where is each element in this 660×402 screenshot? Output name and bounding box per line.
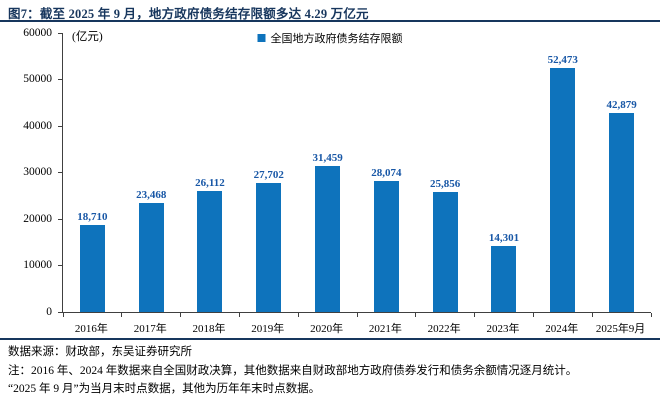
bar-group: 25,856	[416, 33, 475, 312]
bar	[138, 202, 164, 312]
x-axis-label: 2021年	[368, 323, 402, 335]
legend-label: 全国地方政府债务结存限额	[270, 33, 403, 45]
x-axis-label: 2018年	[192, 323, 226, 335]
bar-chart: (亿元) 全国地方政府债务结存限额 0 10000 20000 30000 40000 5…	[0, 24, 660, 336]
x-tick-mark	[532, 313, 534, 317]
x-tick-mark	[591, 313, 593, 317]
y-axis-unit-label: (亿元)	[72, 31, 103, 43]
y-tick-mark	[58, 172, 62, 173]
bar-group: 14,301	[475, 33, 534, 312]
bar	[197, 190, 223, 312]
x-tick-mark	[356, 313, 358, 317]
bar	[79, 225, 105, 312]
plot-area: 18,710 23,468 26,112 27,702 31,459 28,074 25,8…	[58, 32, 652, 317]
y-tick-label: 60000	[23, 26, 52, 39]
y-tick-label: 50000	[23, 72, 52, 85]
y-tick-mark	[58, 218, 62, 220]
bar-group: 23,468	[122, 33, 181, 312]
y-tick-mark	[58, 311, 62, 313]
figure-title: 图7：截至 2025 年 9 月，地方政府债务结存限额多达 4.29 万亿元	[8, 7, 369, 21]
y-tick-label: 0	[46, 305, 52, 318]
x-tick-mark	[474, 313, 476, 317]
x-tick-mark	[121, 313, 123, 317]
x-axis-label: 2020年	[310, 323, 344, 335]
bar-value-label: 26,112	[195, 176, 225, 189]
bar-group: 18,710	[63, 33, 122, 312]
footnote-2: “2025 年 9 月”为当月末时点数据，其他为历年年末时点数据。	[8, 383, 321, 396]
x-axis-label: 2022年	[427, 323, 461, 335]
x-tick-mark	[180, 313, 182, 317]
legend: 全国地方政府债务结存限额	[257, 30, 403, 46]
bar-value-label: 31,459	[312, 151, 343, 164]
bar	[550, 68, 576, 312]
x-axis-labels: 2016年 2017年 2018年 2019年 2020年 2021年 2022年 2023年…	[62, 320, 650, 336]
bar	[432, 191, 458, 312]
bars-layer: 18,710 23,468 26,112 27,702 31,459 28,074 25,8…	[63, 33, 651, 312]
bar-value-label: 42,879	[606, 98, 637, 111]
bar-value-label: 28,074	[371, 167, 402, 180]
footer: 数据来源：财政部，东吴证券研究所 注：2016 年、2024 年数据来自全国财政…	[8, 343, 658, 399]
x-tick-mark	[415, 313, 417, 317]
x-axis-label: 2024年	[545, 323, 579, 335]
x-tick-mark	[650, 313, 652, 317]
y-tick-mark	[58, 125, 62, 127]
bar-value-label: 18,710	[77, 211, 108, 223]
y-tick-label: 20000	[23, 212, 52, 225]
bar	[373, 181, 399, 312]
x-tick-mark	[238, 313, 240, 317]
bar-value-label: 23,468	[136, 188, 167, 201]
x-axis-label: 2025年9月	[595, 323, 646, 335]
bar	[491, 245, 517, 312]
bar-value-label: 14,301	[488, 231, 520, 244]
bar-group: 27,702	[239, 33, 298, 312]
y-tick-mark	[58, 79, 62, 80]
figure-header: 图7：截至 2025 年 9 月，地方政府债务结存限额多达 4.29 万亿元	[0, 0, 660, 22]
legend-square-icon	[257, 34, 266, 42]
footer-divider	[0, 338, 660, 340]
y-tick-label: 10000	[23, 258, 52, 271]
bar-group: 52,473	[533, 33, 592, 312]
bar	[256, 183, 282, 312]
bar-group: 42,879	[592, 33, 651, 312]
y-tick-mark	[58, 265, 62, 267]
bar-group: 28,074	[357, 33, 416, 312]
bar-group: 31,459	[298, 33, 357, 312]
x-axis-label: 2017年	[133, 323, 167, 335]
x-axis-label: 2016年	[74, 323, 108, 335]
x-tick-mark	[297, 313, 299, 317]
x-axis-label: 2023年	[486, 323, 520, 335]
x-tick-mark	[62, 313, 64, 317]
bar-value-label: 25,856	[430, 177, 461, 190]
x-axis-label: 2019年	[251, 323, 285, 335]
bar-group: 26,112	[181, 33, 240, 312]
y-tick-label: 30000	[23, 165, 52, 178]
footnote-1: 注：2016 年、2024 年数据来自全国财政决算，其他数据来自财政部地方政府债…	[8, 364, 578, 377]
y-tick-label: 40000	[23, 119, 52, 132]
y-axis: 0 10000 20000 30000 40000 50000 60000	[0, 27, 62, 317]
bar-value-label: 27,702	[253, 169, 284, 182]
y-tick-mark	[58, 32, 62, 34]
bar	[609, 112, 635, 312]
bar	[315, 165, 341, 312]
data-source-note: 数据来源：财政部，东吴证券研究所	[8, 346, 192, 358]
bar-value-label: 52,473	[547, 54, 578, 67]
